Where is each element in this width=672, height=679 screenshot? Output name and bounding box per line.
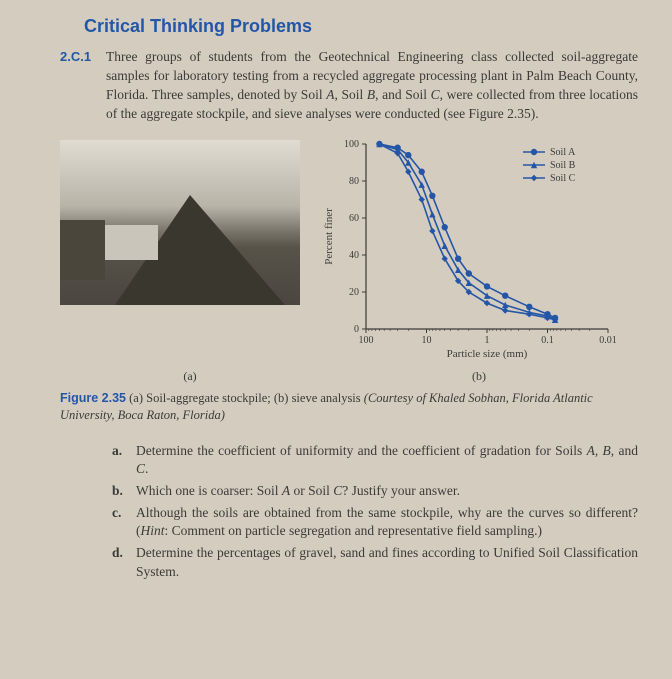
question-text: Determine the percentages of gravel, san… — [136, 544, 638, 581]
svg-text:Soil B: Soil B — [550, 160, 576, 171]
question-letter: b. — [112, 482, 128, 501]
svg-text:0.1: 0.1 — [541, 335, 554, 346]
svg-text:20: 20 — [349, 287, 359, 298]
question-text: Although the soils are obtained from the… — [136, 504, 638, 541]
svg-text:100: 100 — [344, 139, 359, 150]
soil-b: B — [367, 87, 375, 102]
problem-block: 2.C.1 Three groups of students from the … — [60, 48, 638, 124]
question-list: a.Determine the coefficient of uniformit… — [112, 442, 638, 581]
stockpile-photo — [60, 140, 300, 305]
question-item: c.Although the soils are obtained from t… — [112, 504, 638, 541]
svg-text:60: 60 — [349, 213, 359, 224]
svg-text:1: 1 — [485, 335, 490, 346]
question-text: Determine the coefficient of uniformity … — [136, 442, 638, 479]
question-letter: c. — [112, 504, 128, 541]
question-text: Which one is coarser: Soil A or Soil C? … — [136, 482, 638, 501]
problem-text-m2: , and Soil — [375, 87, 431, 102]
figure-desc: (a) Soil-aggregate stockpile; (b) sieve … — [126, 391, 364, 405]
svg-text:10: 10 — [422, 335, 432, 346]
sieve-chart: 0 20 40 60 80 100 100 10 1 0.1 0.01 Particle size (… — [318, 134, 618, 364]
question-letter: a. — [112, 442, 128, 479]
sublabel-a: (a) — [60, 368, 320, 384]
figure-sublabels: (a) (b) — [60, 368, 638, 384]
svg-text:100: 100 — [359, 335, 374, 346]
problem-text-m1: , Soil — [334, 87, 366, 102]
problem-number: 2.C.1 — [60, 48, 96, 124]
figure-caption: Figure 2.35 (a) Soil-aggregate stockpile… — [60, 390, 638, 424]
svg-text:Soil A: Soil A — [550, 147, 576, 158]
figure-row: 0 20 40 60 80 100 100 10 1 0.1 0.01 Particle size (… — [60, 134, 638, 364]
section-heading: Critical Thinking Problems — [84, 14, 638, 38]
problem-text: Three groups of students from the Geotec… — [106, 48, 638, 124]
question-letter: d. — [112, 544, 128, 581]
svg-text:Percent finer: Percent finer — [323, 208, 335, 265]
figure-number: Figure 2.35 — [60, 391, 126, 405]
question-item: a.Determine the coefficient of uniformit… — [112, 442, 638, 479]
question-item: b. Which one is coarser: Soil A or Soil C… — [112, 482, 638, 501]
svg-text:Soil C: Soil C — [550, 173, 576, 184]
soil-c: C — [431, 87, 440, 102]
svg-text:0: 0 — [354, 324, 359, 335]
svg-text:Particle size (mm): Particle size (mm) — [447, 348, 528, 360]
question-item: d.Determine the percentages of gravel, s… — [112, 544, 638, 581]
svg-text:40: 40 — [349, 250, 359, 261]
svg-text:80: 80 — [349, 176, 359, 187]
svg-text:0.01: 0.01 — [599, 335, 617, 346]
sublabel-b: (b) — [320, 368, 638, 384]
